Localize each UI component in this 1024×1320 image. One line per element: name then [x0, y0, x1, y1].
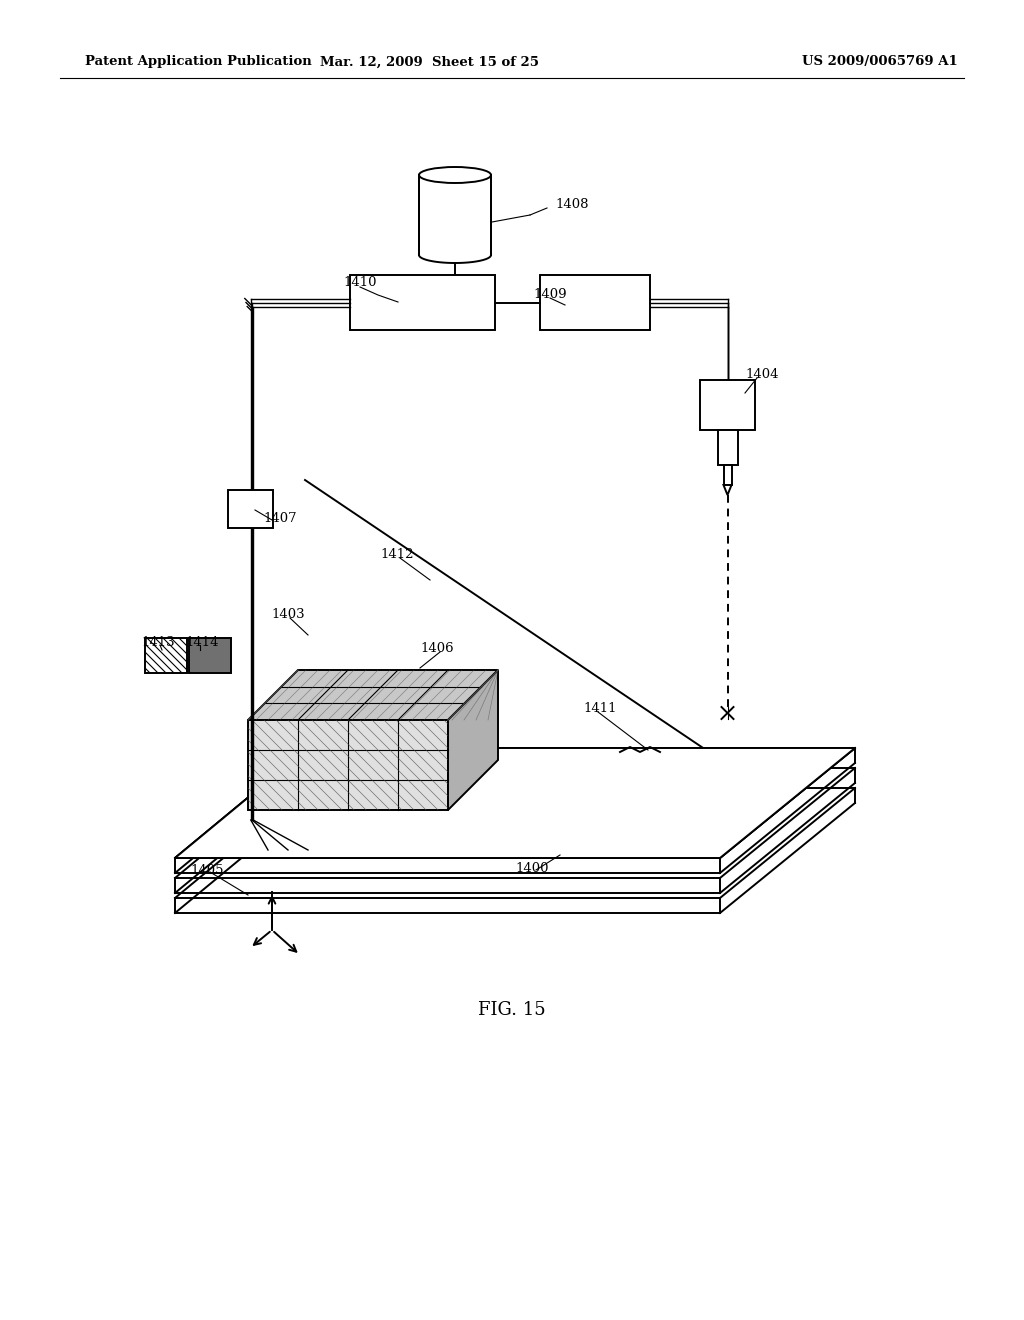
Text: 1411: 1411 — [584, 701, 616, 714]
Text: 1404: 1404 — [745, 368, 778, 381]
Polygon shape — [175, 748, 855, 858]
Polygon shape — [248, 719, 449, 810]
Bar — [189, 638, 231, 673]
Text: Mar. 12, 2009  Sheet 15 of 25: Mar. 12, 2009 Sheet 15 of 25 — [321, 55, 540, 69]
Text: 1405: 1405 — [190, 863, 224, 876]
Text: 1409: 1409 — [534, 289, 567, 301]
Text: 1407: 1407 — [263, 511, 297, 524]
Bar — [145, 638, 187, 673]
Polygon shape — [449, 671, 498, 810]
Ellipse shape — [419, 168, 490, 183]
Bar — [700, 380, 755, 430]
Text: FIG. 15: FIG. 15 — [478, 1001, 546, 1019]
Text: Patent Application Publication: Patent Application Publication — [85, 55, 311, 69]
Text: 1403: 1403 — [271, 609, 305, 622]
Text: 1410: 1410 — [343, 276, 377, 289]
Text: 1406: 1406 — [420, 642, 454, 655]
Text: 1413: 1413 — [141, 635, 175, 648]
Polygon shape — [419, 176, 490, 255]
Polygon shape — [724, 484, 731, 495]
Text: 1400: 1400 — [515, 862, 549, 874]
Bar — [718, 430, 737, 465]
Text: 1412: 1412 — [380, 549, 414, 561]
Text: US 2009/0065769 A1: US 2009/0065769 A1 — [802, 55, 957, 69]
Bar — [350, 275, 495, 330]
Text: 1414: 1414 — [185, 635, 219, 648]
Bar — [228, 490, 273, 528]
Text: 1408: 1408 — [555, 198, 589, 211]
Bar — [724, 465, 731, 484]
Polygon shape — [248, 719, 449, 810]
Polygon shape — [175, 748, 855, 858]
Polygon shape — [248, 671, 498, 719]
Bar — [540, 275, 650, 330]
